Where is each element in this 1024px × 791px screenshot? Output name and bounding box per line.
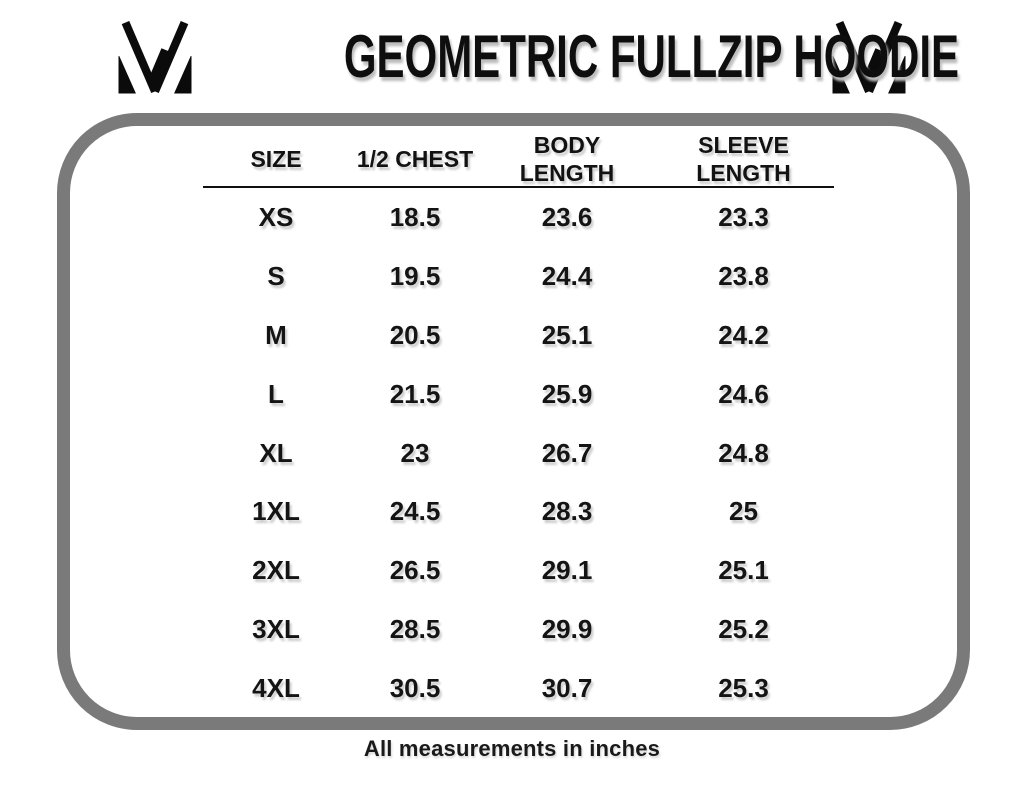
page-title-text: GEOMETRIC FULLZIP HOODIE — [343, 23, 960, 90]
table-body: XS 18.5 23.6 23.3 S 19.5 24.4 23.8 M 20.… — [203, 188, 834, 718]
cell-size: S — [267, 260, 285, 291]
size-table: SIZE 1/2 CHEST BODY LENGTH SLEEVE LENGTH… — [203, 131, 834, 718]
cell-body-length: 28.3 — [541, 496, 593, 527]
page-title: GEOMETRIC FULLZIP HOODIE — [212, 27, 959, 87]
cell-body-length: 30.7 — [541, 673, 593, 704]
table-header-row: SIZE 1/2 CHEST BODY LENGTH SLEEVE LENGTH — [203, 131, 834, 188]
cell-sleeve-length: 23.3 — [718, 201, 769, 232]
cell-sleeve-length: 24.2 — [718, 319, 769, 350]
table-row: 3XL 28.5 29.9 25.2 — [203, 600, 834, 659]
cell-sleeve-length: 25.1 — [718, 555, 769, 586]
cell-half-chest: 19.5 — [389, 260, 441, 291]
cell-size: 4XL — [252, 673, 300, 704]
cell-size: XS — [258, 201, 294, 232]
cell-size: 1XL — [252, 496, 300, 527]
cell-body-length: 25.1 — [541, 319, 593, 350]
table-row: 2XL 26.5 29.1 25.1 — [203, 541, 834, 600]
table-row: M 20.5 25.1 24.2 — [203, 306, 834, 365]
table-row: S 19.5 24.4 23.8 — [203, 247, 834, 306]
cell-body-length: 23.6 — [541, 201, 593, 232]
cell-sleeve-length: 23.8 — [718, 260, 769, 291]
cell-sleeve-length: 25 — [729, 496, 758, 527]
cell-half-chest: 26.5 — [389, 555, 441, 586]
table-row: L 21.5 25.9 24.6 — [203, 365, 834, 424]
cell-body-length: 25.9 — [541, 378, 593, 409]
cell-size: 3XL — [252, 614, 300, 645]
size-chart-panel: SIZE 1/2 CHEST BODY LENGTH SLEEVE LENGTH… — [57, 113, 970, 730]
cell-body-length: 29.1 — [541, 555, 593, 586]
cell-size: L — [268, 378, 284, 409]
cell-sleeve-length: 24.8 — [718, 437, 769, 468]
table-row: XS 18.5 23.6 23.3 — [203, 188, 834, 247]
cell-body-length: 29.9 — [541, 614, 593, 645]
cell-sleeve-length: 25.3 — [718, 673, 769, 704]
column-header-sleeve-length: SLEEVE LENGTH — [696, 132, 791, 187]
cell-body-length: 26.7 — [541, 437, 593, 468]
cell-half-chest: 20.5 — [389, 319, 441, 350]
cell-size: XL — [259, 437, 293, 468]
cell-size: M — [265, 319, 287, 350]
cell-sleeve-length: 25.2 — [718, 614, 769, 645]
cell-half-chest: 18.5 — [389, 201, 441, 232]
cell-sleeve-length: 24.6 — [718, 378, 769, 409]
cell-size: 2XL — [252, 555, 300, 586]
column-header-body-length: BODY LENGTH — [519, 132, 615, 187]
column-header-half-chest: 1/2 CHEST — [356, 146, 474, 173]
cell-half-chest: 24.5 — [389, 496, 441, 527]
cell-half-chest: 23 — [400, 437, 430, 468]
brand-monogram-m-icon — [114, 19, 196, 95]
cell-half-chest: 30.5 — [389, 673, 441, 704]
table-row: 4XL 30.5 30.7 25.3 — [203, 659, 834, 718]
brand-monogram-m-icon — [828, 19, 910, 95]
cell-half-chest: 28.5 — [389, 614, 441, 645]
brand-header: GEOMETRIC FULLZIP HOODIE — [0, 0, 1024, 104]
footnote: All measurements in inches — [363, 736, 661, 761]
column-header-size: SIZE — [250, 146, 302, 173]
cell-body-length: 24.4 — [541, 260, 593, 291]
table-row: 1XL 24.5 28.3 25 — [203, 482, 834, 541]
cell-half-chest: 21.5 — [389, 378, 441, 409]
table-row: XL 23 26.7 24.8 — [203, 424, 834, 483]
